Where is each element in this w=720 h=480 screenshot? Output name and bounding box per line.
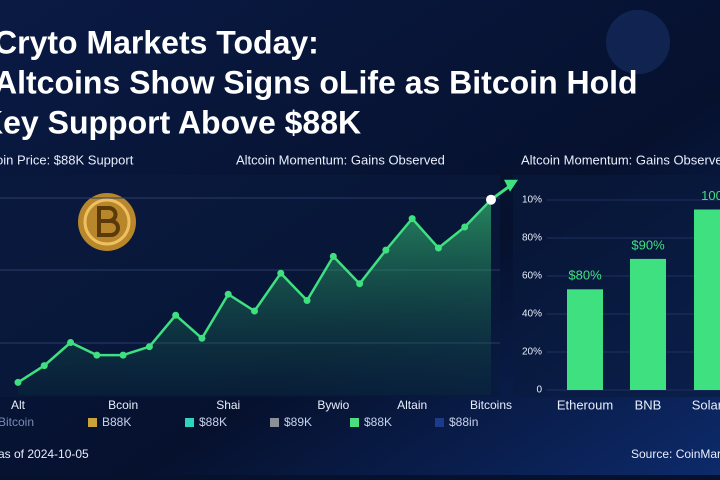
x-tick-label: Alt — [11, 398, 26, 412]
y-tick-label: 40% — [522, 309, 542, 320]
bar-annotation: $80% — [568, 268, 602, 283]
point — [40, 362, 48, 370]
point — [277, 269, 285, 277]
x-tick-label: Shai — [216, 398, 240, 412]
y-tick-label: 60% — [522, 271, 542, 282]
chart-title: Altcoin Momentum: Gains Observed — [236, 152, 445, 167]
x-tick-label: Solana — [692, 397, 720, 412]
point — [172, 311, 180, 319]
legend-swatch — [435, 418, 444, 427]
x-tick-label: Bywio — [317, 398, 349, 412]
point — [434, 244, 442, 252]
legend-label: $88K — [364, 415, 392, 429]
title-line: Cryto Markets Today: — [0, 24, 319, 60]
point — [251, 307, 258, 315]
x-tick-label: Altain — [397, 398, 427, 412]
coin-ring — [83, 198, 131, 246]
bar-annotation: $90% — [631, 237, 665, 252]
legend-label: $88K — [199, 415, 227, 429]
bar-panel — [513, 175, 720, 397]
footer-date: as of 2024-10-05 — [0, 447, 89, 461]
legend-label: Bitcoin — [0, 415, 34, 429]
coin-glyph — [97, 206, 120, 237]
y-tick-label: 10% — [522, 195, 542, 206]
bar — [630, 258, 666, 390]
bitcoin-icon — [78, 193, 136, 251]
title-line: Altcoins Show Signs oLife as Bitcoin Hol… — [0, 64, 638, 100]
area — [18, 199, 491, 395]
point — [382, 246, 390, 254]
legend-label: $89K — [284, 415, 312, 429]
legend-swatch — [270, 418, 279, 427]
footer-source: Source: CoinMarketCap — [631, 447, 720, 461]
legend-swatch — [350, 418, 359, 427]
point — [198, 334, 206, 342]
x-tick-label: BNB — [635, 397, 662, 412]
title-line: Key Support Above $88K — [0, 104, 361, 140]
x-tick-label: Bitcoins — [470, 398, 512, 412]
point — [119, 351, 127, 359]
coin-decoration — [606, 10, 670, 74]
point — [93, 351, 101, 359]
legend-swatch — [185, 418, 194, 427]
point — [303, 297, 311, 304]
y-tick-label: 0 — [536, 385, 542, 396]
bar — [694, 209, 720, 390]
point — [14, 378, 22, 386]
chart-label: oin Price: $88K Support — [0, 152, 134, 167]
legend-label: B88K — [102, 415, 131, 429]
point — [486, 194, 496, 205]
point — [356, 280, 364, 288]
x-tick-label: Etheroum — [557, 397, 613, 412]
legend-swatch — [88, 418, 97, 427]
y-tick-label: 20% — [522, 347, 542, 358]
y-tick-label: 80% — [522, 233, 542, 244]
bar-annotation: 100 — [701, 188, 720, 203]
point — [145, 343, 153, 351]
point — [224, 290, 232, 298]
bar — [567, 289, 603, 390]
x-tick-label: Bcoin — [108, 398, 138, 412]
chart-title: Altcoin Momentum: Gains Observed — [521, 152, 720, 167]
point — [408, 215, 416, 223]
point — [67, 339, 75, 346]
arrow-head — [504, 179, 518, 192]
point — [329, 252, 337, 260]
point — [461, 223, 469, 231]
legend-label: $88in — [449, 415, 478, 429]
